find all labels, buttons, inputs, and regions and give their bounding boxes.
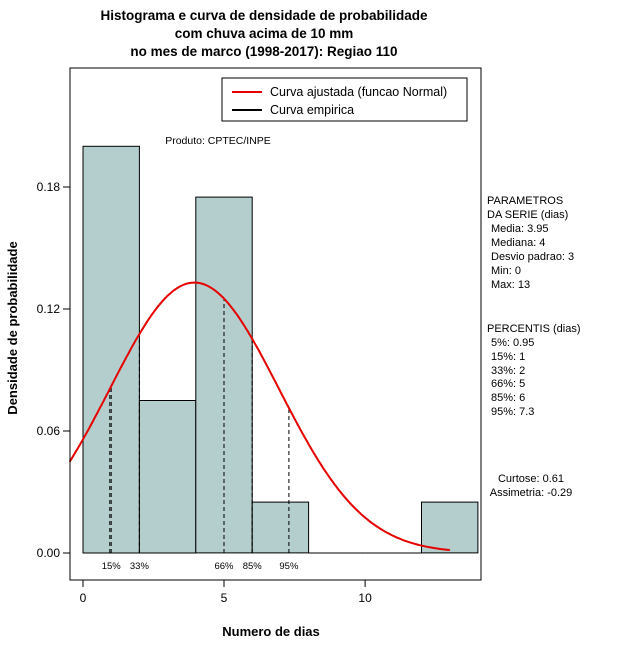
x-axis-tick-label: 10 [358, 591, 372, 605]
percentil-33: 33%: 2 [491, 365, 525, 377]
params-header-line-2: DA SERIE (dias) [487, 209, 568, 221]
percentil-66: 66%: 5 [491, 378, 525, 390]
chart-title-line-1: Histograma e curva de densidade de proba… [100, 8, 428, 23]
chart-title-line-2: com chuva acima de 10 mm [175, 26, 354, 41]
percentil-95: 95%: 7.3 [491, 406, 534, 418]
percentile-label: 33% [130, 561, 150, 572]
x-axis-tick-label: 0 [80, 591, 87, 605]
plot-area: 15% 33% 66% 85% 95% 0 5 10 0.00 0.06 0.12 0.18 [37, 67, 482, 605]
histogram-bar [421, 501, 479, 554]
stat-max: Max: 13 [491, 279, 530, 291]
y-axis-title: Densidade de probabilidade [5, 241, 20, 414]
percentile-label: 85% [243, 561, 263, 572]
x-axis-tick-label: 5 [221, 591, 228, 605]
params-header-line-1: PARAMETROS [487, 195, 563, 207]
chart-title-line-3: no mes de marco (1998-2017): Regiao 110 [130, 44, 397, 59]
percentil-15: 15%: 1 [491, 351, 525, 363]
stat-curtose: Curtose: 0.61 [498, 473, 564, 485]
legend-label-empirical: Curva empirica [270, 103, 354, 117]
y-axis-tick-label: 0.12 [37, 302, 61, 316]
product-annotation: Produto: CPTEC/INPE [165, 135, 271, 147]
percentis-header: PERCENTIS (dias) [487, 323, 581, 335]
stats-panel: PARAMETROS DA SERIE (dias) Media: 3.95 M… [487, 195, 581, 499]
histogram-bar [251, 501, 310, 554]
legend-box [221, 77, 468, 122]
y-axis-tick-label: 0.06 [37, 424, 61, 438]
x-axis-title: Numero de dias [222, 624, 320, 639]
plot-frame [69, 67, 482, 581]
legend: Curva ajustada (funcao Normal) Curva emp… [221, 77, 468, 122]
percentile-label: 66% [214, 561, 234, 572]
histogram-bar [138, 400, 197, 554]
percentil-85: 85%: 6 [491, 392, 525, 404]
stat-desvio: Desvio padrao: 3 [491, 251, 574, 263]
stat-assimetria: Assimetria: -0.29 [490, 487, 573, 499]
stat-mediana: Mediana: 4 [491, 237, 545, 249]
y-axis-tick-label: 0.00 [37, 546, 61, 560]
legend-label-fitted: Curva ajustada (funcao Normal) [270, 85, 447, 99]
y-axis-tick-label: 0.18 [37, 180, 61, 194]
stat-min: Min: 0 [491, 265, 521, 277]
percentil-5: 5%: 0.95 [491, 337, 534, 349]
stat-media: Media: 3.95 [491, 223, 548, 235]
percentile-label: 15% [102, 561, 122, 572]
fitted-normal-curve [69, 281, 451, 551]
percentile-label: 95% [279, 561, 299, 572]
